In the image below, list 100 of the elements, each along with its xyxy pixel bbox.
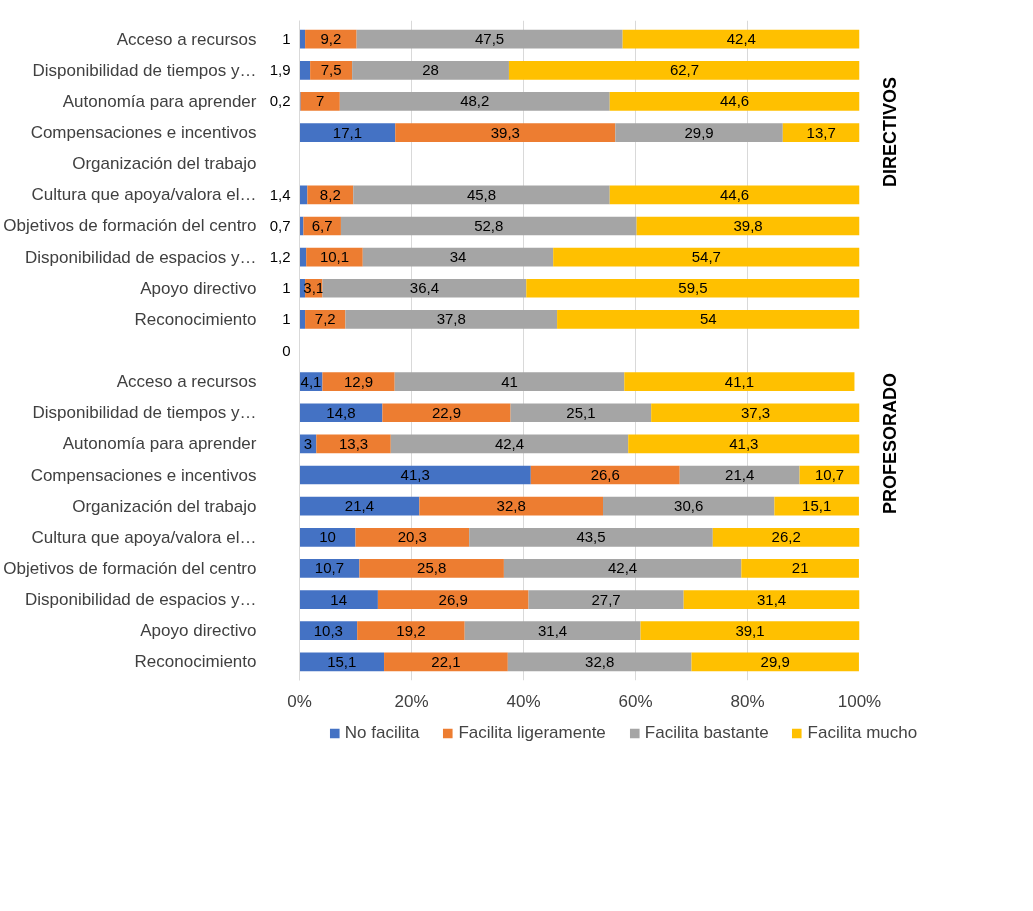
data-label: 13,7 [806, 123, 836, 141]
data-label: 1,9 [269, 61, 291, 79]
data-label: 4,1 [300, 372, 322, 390]
data-label: 54 [699, 310, 717, 328]
data-label: 21,4 [344, 497, 375, 515]
y-tick-label: Apoyo directivo [140, 278, 257, 298]
data-label: 26,6 [590, 466, 620, 484]
data-label: 39,8 [733, 216, 763, 234]
legend-label: Facilita bastante [644, 723, 769, 743]
data-label: 19,2 [396, 621, 426, 639]
data-label: 10,7 [314, 559, 345, 577]
data-label: 47,5 [475, 30, 505, 48]
data-label: 48,2 [460, 92, 490, 110]
data-label: 39,1 [735, 621, 765, 639]
data-label: 14 [330, 590, 348, 608]
data-label: 1,4 [269, 185, 291, 203]
data-label: 0,2 [269, 92, 291, 110]
data-label: 41,3 [729, 434, 759, 452]
data-label: 36,4 [409, 279, 439, 297]
x-tick-label: 0% [287, 691, 312, 711]
data-label: 31,4 [538, 621, 568, 639]
data-label: 6,7 [311, 216, 333, 234]
data-label: 1 [282, 30, 291, 48]
text: DIRECTIVOS [880, 77, 901, 188]
data-label: 13,3 [338, 434, 369, 452]
y-tick-label: Apoyo directivo [140, 621, 257, 641]
data-label: 10,7 [814, 466, 845, 484]
y-tick-label: Cultura que apoya/valora el… [31, 527, 257, 547]
data-label: 21 [791, 559, 809, 577]
data-label: 3 [303, 434, 313, 452]
data-label: 41,1 [724, 372, 754, 390]
y-tick-label: Cultura que apoya/valora el… [31, 185, 257, 205]
data-label: 52,8 [474, 216, 504, 234]
y-tick-label: Objetivos de formación del centro [3, 558, 257, 578]
data-label: 20,3 [397, 528, 427, 546]
data-label: 25,8 [417, 559, 447, 577]
data-label: 42,4 [494, 434, 525, 452]
y-tick-label: Organización del trabajo [72, 496, 257, 516]
data-label: 9,2 [320, 30, 342, 48]
data-label: 1 [282, 310, 291, 328]
data-label: 12,9 [343, 372, 374, 390]
text: PROFESORADO [880, 372, 901, 514]
data-label: 1,2 [269, 248, 291, 266]
data-label: 45,8 [466, 185, 497, 203]
y-tick-label: Acceso a recursos [116, 29, 257, 49]
data-label: 0 [282, 341, 291, 359]
data-label: 41,3 [400, 466, 430, 484]
data-label: 17,1 [332, 123, 362, 141]
data-label: 28 [422, 61, 439, 79]
data-label: 37,8 [436, 310, 466, 328]
x-tick-label: 20% [394, 691, 429, 711]
y-tick-label: Objetivos de formación del centro [3, 216, 257, 236]
y-tick-label: Disponibilidad de tiempos y… [32, 60, 257, 80]
legend-label: Facilita ligeramente [458, 723, 606, 743]
x-tick-label: 80% [730, 691, 765, 711]
data-label: 21,4 [725, 466, 755, 484]
data-label: 30,6 [674, 497, 704, 515]
x-tick-label: 100% [837, 691, 882, 711]
data-label: 15,1 [802, 497, 832, 515]
data-label: 22,1 [431, 652, 461, 670]
data-label: 42,4 [726, 30, 756, 48]
data-label: 1 [282, 279, 291, 297]
data-label: 0,7 [269, 216, 291, 234]
data-label: 25,1 [566, 403, 596, 421]
data-label: 41 [501, 372, 518, 390]
data-label: 42,4 [608, 559, 638, 577]
data-label: 31,4 [756, 590, 787, 608]
data-label: 54,7 [691, 248, 721, 266]
data-label: 27,7 [591, 590, 621, 608]
data-label: 10 [319, 528, 336, 546]
data-label: 37,3 [741, 403, 771, 421]
data-label: 44,6 [720, 185, 750, 203]
y-tick-label: Autonomía para aprender [62, 434, 257, 454]
data-label: 44,6 [720, 92, 750, 110]
data-label: 15,1 [327, 652, 357, 670]
y-tick-label: Reconocimiento [134, 309, 257, 329]
data-label: 59,5 [678, 279, 708, 297]
data-label: 10,3 [313, 621, 343, 639]
data-label: 29,9 [684, 123, 714, 141]
y-tick-label: Compensaciones e incentivos [30, 465, 257, 485]
y-tick-label: Disponibilidad de espacios y… [24, 247, 257, 267]
data-label: 32,8 [496, 497, 526, 515]
data-label: 7 [316, 92, 325, 110]
y-tick-label: Organización del trabajo [72, 154, 257, 174]
data-label: 7,5 [320, 61, 342, 79]
data-label: 8,2 [319, 185, 341, 203]
y-tick-label: Compensaciones e incentivos [30, 123, 257, 143]
y-tick-label: Autonomía para aprender [62, 91, 257, 111]
x-tick-label: 60% [618, 691, 653, 711]
y-tick-label: Reconocimiento [134, 652, 257, 672]
y-tick-label: Disponibilidad de tiempos y… [32, 403, 257, 423]
data-label: 39,3 [490, 123, 520, 141]
data-label: 62,7 [669, 61, 700, 79]
legend-label: Facilita mucho [807, 723, 918, 743]
y-tick-label: Acceso a recursos [116, 372, 257, 392]
data-label: 29,9 [760, 652, 790, 670]
data-label: 26,2 [771, 528, 801, 546]
legend-label: No facilita [344, 723, 420, 743]
data-label: 22,9 [431, 403, 462, 421]
data-label: 14,8 [326, 403, 356, 421]
